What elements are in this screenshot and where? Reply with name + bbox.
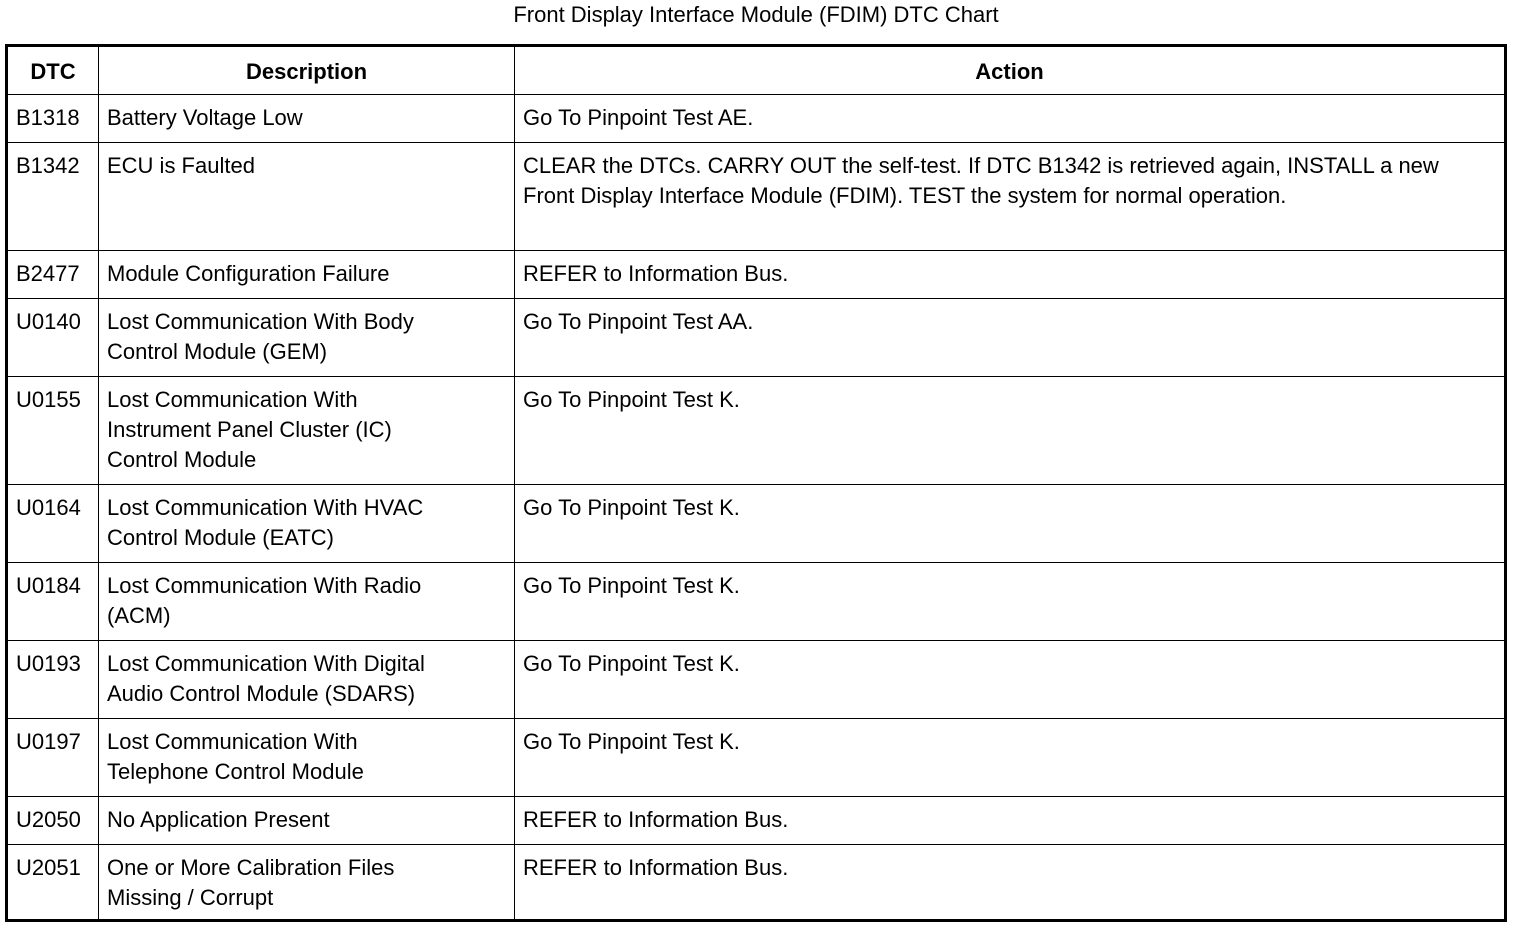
action-cell: Go To Pinpoint Test AE. [514, 94, 1506, 143]
action-cell: Go To Pinpoint Test K. [514, 484, 1506, 563]
dtc-cell: U0155 [6, 376, 99, 485]
table-row: U2050 No Application Present REFER to Info… [6, 796, 1506, 845]
action-cell: Go To Pinpoint Test K. [514, 376, 1506, 485]
description-cell: Module Configuration Failure [98, 250, 515, 299]
description-cell: Lost Communication With Telephone Contro… [98, 718, 515, 797]
dtc-cell: U0197 [6, 718, 99, 797]
dtc-cell: B1318 [6, 94, 99, 143]
dtc-cell: U0193 [6, 640, 99, 719]
dtc-cell: U2051 [6, 844, 99, 921]
table-row: U0193 Lost Communication With Digital Aud… [6, 640, 1506, 719]
dtc-table: DTC Description Action B1318 Battery Volt… [5, 44, 1507, 922]
header-dtc: DTC [6, 45, 99, 95]
description-cell: Lost Communication With Radio (ACM) [98, 562, 515, 641]
description-cell: Lost Communication With Digital Audio Co… [98, 640, 515, 719]
dtc-cell: U0140 [6, 298, 99, 377]
table-row: U0164 Lost Communication With HVAC Contro… [6, 484, 1506, 563]
table-row: B1342 ECU is Faulted CLEAR the DTCs. CARRY… [6, 142, 1506, 251]
table-row: B1318 Battery Voltage Low Go To Pinpoint T… [6, 94, 1506, 143]
description-cell: Lost Communication With Instrument Panel… [98, 376, 515, 485]
header-description: Description [98, 45, 515, 95]
action-cell: Go To Pinpoint Test K. [514, 562, 1506, 641]
table-row: U0197 Lost Communication With Telephone C… [6, 718, 1506, 797]
action-cell: Go To Pinpoint Test K. [514, 640, 1506, 719]
table-row: U0155 Lost Communication With Instrument … [6, 376, 1506, 485]
description-cell: Lost Communication With Body Control Mod… [98, 298, 515, 377]
action-cell: Go To Pinpoint Test K. [514, 718, 1506, 797]
description-cell: Lost Communication With HVAC Control Mod… [98, 484, 515, 563]
description-cell: One or More Calibration Files Missing / … [98, 844, 515, 921]
action-cell: REFER to Information Bus. [514, 250, 1506, 299]
chart-title: Front Display Interface Module (FDIM) DT… [513, 2, 999, 27]
table-row: U2051 One or More Calibration Files Missi… [6, 844, 1506, 921]
table-row: B2477 Module Configuration Failure REFER t… [6, 250, 1506, 299]
description-cell: No Application Present [98, 796, 515, 845]
description-cell: ECU is Faulted [98, 142, 515, 251]
table-header-row: DTC Description Action [6, 45, 1506, 95]
dtc-cell: U0164 [6, 484, 99, 563]
action-cell: REFER to Information Bus. [514, 796, 1506, 845]
action-cell: REFER to Information Bus. [514, 844, 1506, 921]
description-cell: Battery Voltage Low [98, 94, 515, 143]
table-row: U0140 Lost Communication With Body Contro… [6, 298, 1506, 377]
action-cell: Go To Pinpoint Test AA. [514, 298, 1506, 377]
dtc-cell: B1342 [6, 142, 99, 251]
table-row: U0184 Lost Communication With Radio (ACM)… [6, 562, 1506, 641]
header-action: Action [514, 45, 1506, 95]
dtc-cell: U0184 [6, 562, 99, 641]
action-cell: CLEAR the DTCs. CARRY OUT the self-test.… [514, 142, 1506, 251]
dtc-cell: U2050 [6, 796, 99, 845]
dtc-cell: B2477 [6, 250, 99, 299]
